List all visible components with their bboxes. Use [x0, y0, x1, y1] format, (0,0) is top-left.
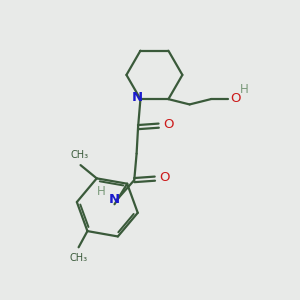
Text: CH₃: CH₃ — [70, 253, 88, 262]
Text: H: H — [240, 83, 249, 96]
Text: H: H — [97, 185, 106, 198]
Text: N: N — [109, 193, 120, 206]
Text: O: O — [159, 171, 170, 184]
Text: O: O — [230, 92, 240, 105]
Text: N: N — [131, 91, 142, 104]
Text: O: O — [163, 118, 174, 131]
Text: CH₃: CH₃ — [70, 150, 88, 160]
